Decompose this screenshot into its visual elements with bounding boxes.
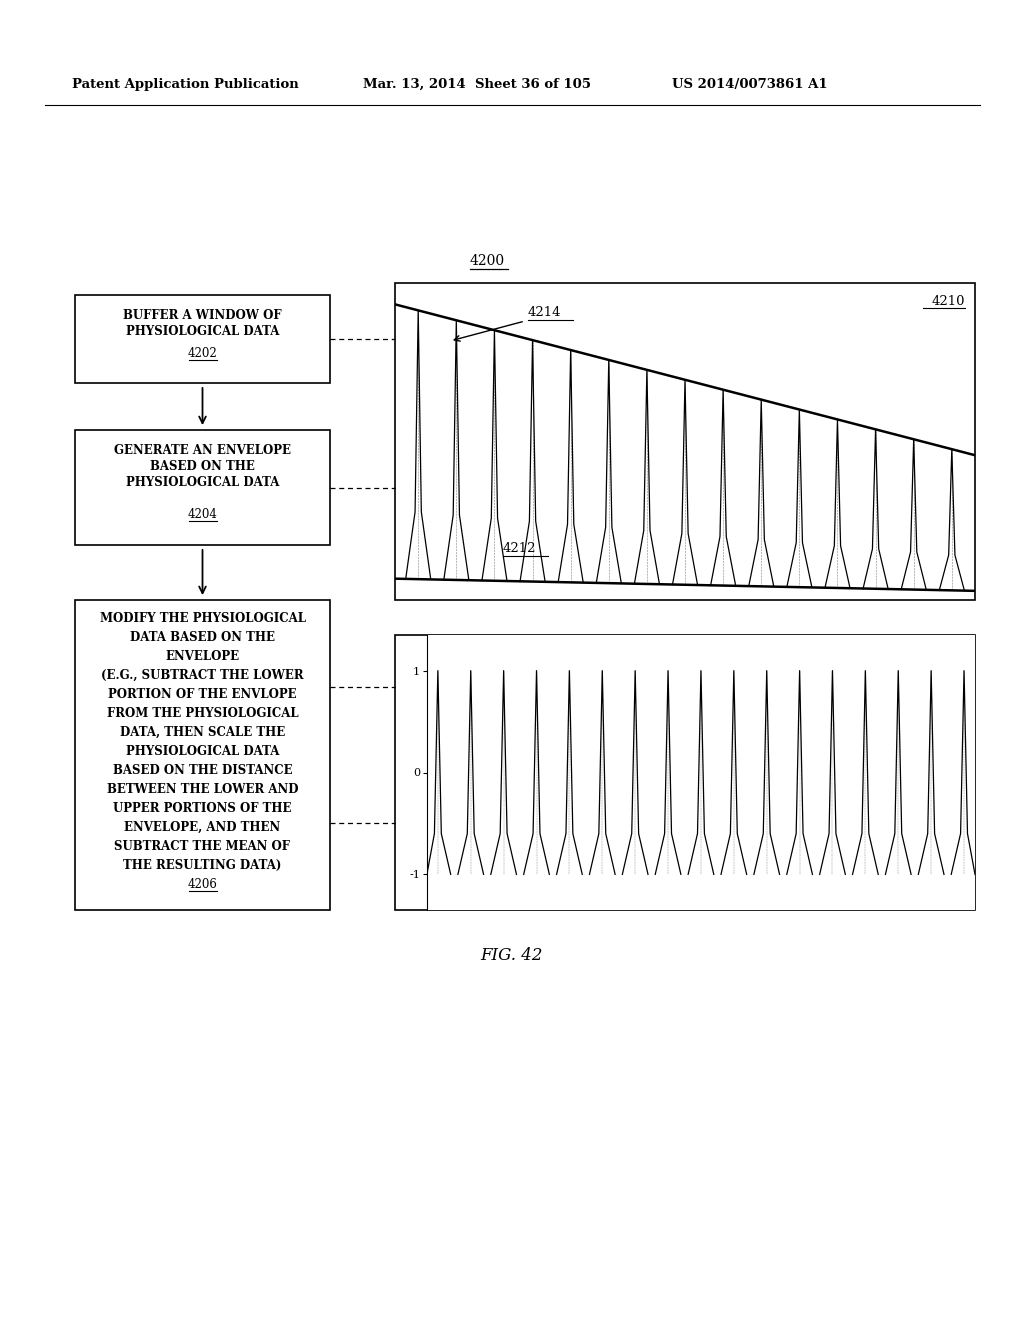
Text: PHYSIOLOGICAL DATA: PHYSIOLOGICAL DATA: [126, 477, 280, 488]
Text: 4220: 4220: [610, 645, 643, 657]
Text: SUBTRACT THE MEAN OF: SUBTRACT THE MEAN OF: [115, 840, 291, 853]
Text: UPPER PORTIONS OF THE: UPPER PORTIONS OF THE: [114, 803, 292, 814]
Text: THE RESULTING DATA): THE RESULTING DATA): [123, 859, 282, 873]
Text: BASED ON THE: BASED ON THE: [151, 459, 255, 473]
Text: FIG. 42: FIG. 42: [480, 946, 544, 964]
Text: Patent Application Publication: Patent Application Publication: [72, 78, 299, 91]
Text: ENVELOPE: ENVELOPE: [166, 649, 240, 663]
Text: DATA BASED ON THE: DATA BASED ON THE: [130, 631, 275, 644]
Bar: [395, 635, 975, 909]
Text: MODIFY THE PHYSIOLOGICAL: MODIFY THE PHYSIOLOGICAL: [99, 612, 305, 624]
Text: 4206: 4206: [187, 878, 217, 891]
Text: 4222: 4222: [430, 640, 464, 653]
Text: FROM THE PHYSIOLOGICAL: FROM THE PHYSIOLOGICAL: [106, 708, 298, 719]
Text: BUFFER A WINDOW OF: BUFFER A WINDOW OF: [123, 309, 282, 322]
Text: US 2014/0073861 A1: US 2014/0073861 A1: [672, 78, 827, 91]
Text: (E.G., SUBTRACT THE LOWER: (E.G., SUBTRACT THE LOWER: [101, 669, 304, 682]
Bar: [395, 282, 975, 601]
Text: PHYSIOLOGICAL DATA: PHYSIOLOGICAL DATA: [126, 744, 280, 758]
Text: PHYSIOLOGICAL DATA: PHYSIOLOGICAL DATA: [126, 325, 280, 338]
Text: 4214: 4214: [528, 306, 561, 319]
Text: BASED ON THE DISTANCE: BASED ON THE DISTANCE: [113, 764, 292, 777]
Text: ENVELOPE, AND THEN: ENVELOPE, AND THEN: [124, 821, 281, 834]
Text: BETWEEN THE LOWER AND: BETWEEN THE LOWER AND: [106, 783, 298, 796]
Text: 4202: 4202: [187, 347, 217, 360]
Bar: [75, 430, 330, 545]
Bar: [75, 294, 330, 383]
Bar: [75, 601, 330, 909]
Text: 4200: 4200: [470, 253, 505, 268]
Text: GENERATE AN ENVELOPE: GENERATE AN ENVELOPE: [114, 444, 291, 457]
Text: PORTION OF THE ENVLOPE: PORTION OF THE ENVLOPE: [109, 688, 297, 701]
Text: 4212: 4212: [503, 543, 537, 554]
Text: 4210: 4210: [932, 294, 965, 308]
Text: DATA, THEN SCALE THE: DATA, THEN SCALE THE: [120, 726, 285, 739]
Text: 4204: 4204: [187, 508, 217, 521]
Text: Mar. 13, 2014  Sheet 36 of 105: Mar. 13, 2014 Sheet 36 of 105: [362, 78, 591, 91]
